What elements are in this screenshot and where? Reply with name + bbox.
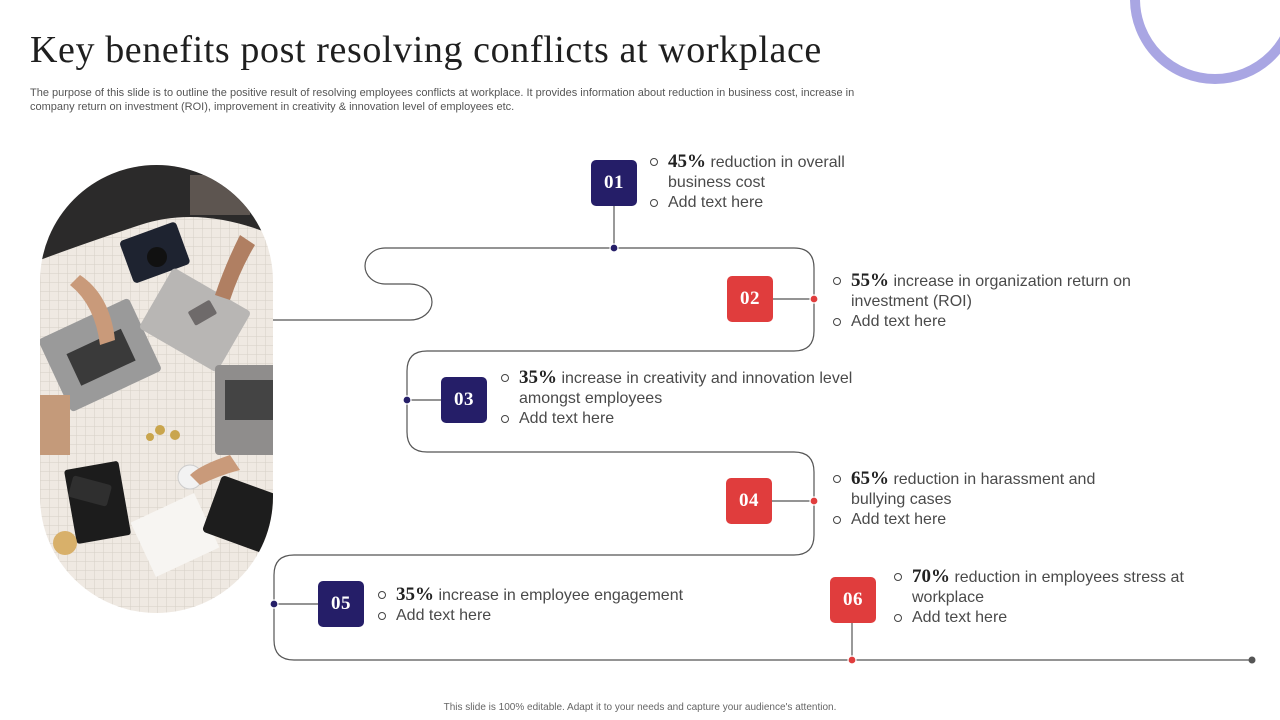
- add-text-placeholder[interactable]: Add text here: [396, 607, 492, 624]
- node-dot-05: [269, 599, 279, 609]
- step-badge-04: 04: [726, 478, 772, 524]
- benefit-percent: 45%: [668, 151, 706, 172]
- benefit-extra: Add text here: [833, 312, 1143, 332]
- bullet-circle-icon: [501, 415, 509, 423]
- node-dot-04: [809, 496, 819, 506]
- benefit-item-05: 35% increase in employee engagement Add …: [378, 585, 708, 626]
- slide-footer: This slide is 100% editable. Adapt it to…: [443, 702, 837, 713]
- benefit-extra: Add text here: [894, 608, 1184, 628]
- bullet-circle-icon: [833, 516, 841, 524]
- benefit-item-06: 70% reduction in employees stress at wor…: [894, 567, 1184, 628]
- benefit-text: increase in employee engagement: [434, 587, 684, 604]
- benefit-percent: 65%: [851, 468, 889, 489]
- bullet-circle-icon: [378, 591, 386, 599]
- slide-title: Key benefits post resolving conflicts at…: [30, 29, 822, 71]
- bullet-circle-icon: [833, 475, 841, 483]
- benefit-percent: 35%: [396, 584, 434, 605]
- benefit-percent: 55%: [851, 270, 889, 291]
- node-dot-06: [847, 655, 857, 665]
- add-text-placeholder[interactable]: Add text here: [519, 410, 615, 427]
- benefit-headline: 65% reduction in harassment and bullying…: [833, 469, 1108, 510]
- step-badge-06: 06: [830, 577, 876, 623]
- benefit-item-04: 65% reduction in harassment and bullying…: [833, 469, 1108, 530]
- bullet-circle-icon: [378, 612, 386, 620]
- benefit-item-03: 35% increase in creativity and innovatio…: [501, 368, 866, 429]
- bullet-circle-icon: [833, 277, 841, 285]
- node-dot-02: [809, 294, 819, 304]
- node-dot-01: [609, 243, 619, 253]
- add-text-placeholder[interactable]: Add text here: [851, 313, 947, 330]
- add-text-placeholder[interactable]: Add text here: [668, 194, 764, 211]
- benefit-text: reduction in overall business cost: [668, 154, 845, 191]
- benefit-headline: 35% increase in creativity and innovatio…: [501, 368, 866, 409]
- step-badge-03: 03: [441, 377, 487, 423]
- benefit-extra: Add text here: [378, 606, 708, 626]
- benefit-text: increase in creativity and innovation le…: [519, 370, 853, 407]
- benefit-text: reduction in employees stress at workpla…: [912, 569, 1184, 606]
- step-badge-05: 05: [318, 581, 364, 627]
- step-badge-01: 01: [591, 160, 637, 206]
- path-end-dot: [1248, 656, 1256, 664]
- benefit-percent: 35%: [519, 367, 557, 388]
- add-text-placeholder[interactable]: Add text here: [912, 609, 1008, 626]
- bullet-circle-icon: [894, 573, 902, 581]
- benefit-headline: 70% reduction in employees stress at wor…: [894, 567, 1184, 608]
- bullet-circle-icon: [833, 318, 841, 326]
- benefit-text: increase in organization return on inves…: [851, 273, 1131, 310]
- benefit-extra: Add text here: [650, 193, 860, 213]
- slide-subtitle: The purpose of this slide is to outline …: [30, 87, 855, 113]
- benefit-item-01: 45% reduction in overall business cost A…: [650, 152, 860, 213]
- add-text-placeholder[interactable]: Add text here: [851, 511, 947, 528]
- bullet-circle-icon: [650, 158, 658, 166]
- bullet-circle-icon: [650, 199, 658, 207]
- bullet-circle-icon: [501, 374, 509, 382]
- bullet-circle-icon: [894, 614, 902, 622]
- benefit-headline: 45% reduction in overall business cost: [650, 152, 860, 193]
- benefit-percent: 70%: [912, 566, 950, 587]
- benefit-headline: 35% increase in employee engagement: [378, 585, 708, 606]
- benefit-headline: 55% increase in organization return on i…: [833, 271, 1143, 312]
- step-badge-02: 02: [727, 276, 773, 322]
- node-dot-03: [402, 395, 412, 405]
- benefit-item-02: 55% increase in organization return on i…: [833, 271, 1143, 332]
- benefit-extra: Add text here: [833, 510, 1108, 530]
- benefit-text: reduction in harassment and bullying cas…: [851, 471, 1096, 508]
- benefit-extra: Add text here: [501, 409, 866, 429]
